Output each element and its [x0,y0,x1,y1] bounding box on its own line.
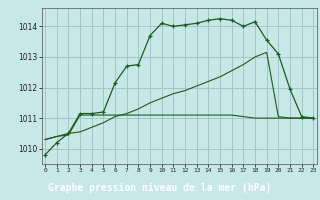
Text: Graphe pression niveau de la mer (hPa): Graphe pression niveau de la mer (hPa) [48,183,272,193]
